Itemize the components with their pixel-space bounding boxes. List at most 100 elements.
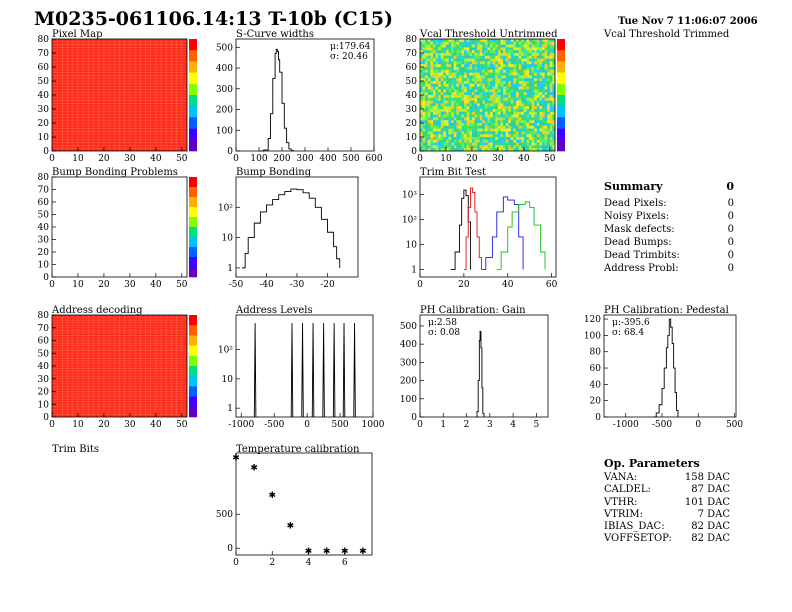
heatmap-cell bbox=[422, 53, 426, 57]
heatmap-cell bbox=[427, 86, 431, 90]
heatmap-cell bbox=[521, 109, 525, 113]
heatmap-cell bbox=[523, 44, 527, 48]
heatmap-cell bbox=[469, 125, 473, 129]
heatmap-cell bbox=[443, 72, 447, 76]
heatmap-cell bbox=[427, 78, 431, 82]
heatmap-cell bbox=[458, 72, 462, 76]
heatmap-cell bbox=[484, 97, 488, 101]
heatmap-cell bbox=[526, 148, 530, 152]
heatmap-cell bbox=[529, 95, 532, 99]
heatmap-cell bbox=[425, 137, 429, 141]
heatmap-cell bbox=[422, 95, 426, 99]
heatmap-cell bbox=[495, 111, 499, 115]
heatmap-cell bbox=[461, 111, 465, 115]
heatmap-cell bbox=[534, 106, 538, 110]
heatmap-cell bbox=[422, 134, 426, 138]
heatmap-cell bbox=[443, 100, 447, 104]
heatmap-cell bbox=[482, 100, 486, 104]
y-tick-label: 30 bbox=[38, 105, 50, 115]
heatmap-cell bbox=[539, 145, 543, 149]
heatmap-cell bbox=[513, 106, 517, 110]
heatmap-cell bbox=[443, 111, 447, 115]
heatmap-cell bbox=[427, 67, 431, 71]
heatmap-cell bbox=[453, 47, 457, 51]
heatmap-cell bbox=[445, 55, 449, 59]
heatmap-cell bbox=[435, 120, 439, 124]
heatmap-cell bbox=[443, 97, 447, 101]
heatmap-cell bbox=[521, 69, 525, 73]
heatmap-cell bbox=[458, 139, 462, 143]
heatmap-cell bbox=[448, 109, 452, 113]
heatmap-cell bbox=[464, 106, 468, 110]
heatmap-cell bbox=[503, 58, 506, 62]
heatmap-cell bbox=[477, 55, 481, 59]
heatmap-cell bbox=[425, 69, 429, 73]
heatmap-cell bbox=[542, 128, 545, 132]
heatmap-cell bbox=[487, 41, 491, 45]
heatmap-cell bbox=[495, 117, 499, 121]
heatmap-cell bbox=[448, 39, 452, 43]
heatmap-cell bbox=[427, 72, 431, 76]
heatmap-cell bbox=[438, 139, 442, 143]
heatmap-cell bbox=[552, 123, 556, 127]
heatmap-cell bbox=[430, 78, 434, 82]
heatmap-cell bbox=[539, 123, 543, 127]
param-label: VTRIM: bbox=[604, 508, 643, 520]
heatmap-cell bbox=[430, 67, 434, 71]
heatmap-cell bbox=[479, 61, 483, 65]
heatmap-cell bbox=[461, 92, 465, 96]
heatmap-cell bbox=[440, 47, 444, 51]
x-tick-label: 500 bbox=[342, 154, 359, 164]
heatmap-cell bbox=[440, 64, 444, 68]
heatmap-cell bbox=[526, 39, 530, 43]
heatmap-cell bbox=[513, 137, 517, 141]
heatmap-cell bbox=[461, 100, 465, 104]
heatmap-cell bbox=[500, 117, 504, 121]
stats-label: μ:2.58 bbox=[428, 318, 457, 328]
param-label: CALDEL: bbox=[604, 484, 651, 496]
heatmap-cell bbox=[432, 97, 436, 101]
heatmap-cell bbox=[508, 142, 512, 146]
heatmap-cell bbox=[500, 123, 504, 127]
heatmap-cell bbox=[445, 58, 449, 62]
heatmap-cell bbox=[500, 131, 504, 135]
heatmap-cell bbox=[492, 89, 496, 93]
heatmap-cell bbox=[510, 134, 514, 138]
heatmap-cell bbox=[453, 58, 457, 62]
heatmap-cell bbox=[445, 47, 449, 51]
heatmap-cell bbox=[427, 111, 431, 115]
heatmap-cell bbox=[445, 75, 449, 79]
y-tick-label: 0 bbox=[43, 147, 49, 157]
heatmap-cell bbox=[490, 78, 493, 82]
heatmap-cell bbox=[552, 142, 556, 146]
heatmap-cell bbox=[526, 117, 530, 121]
heatmap-cell bbox=[466, 64, 470, 68]
heatmap-cell bbox=[539, 95, 543, 99]
heatmap-cell bbox=[453, 137, 457, 141]
heatmap-cell bbox=[448, 95, 452, 99]
heatmap-cell bbox=[526, 78, 530, 82]
histogram-line bbox=[259, 48, 294, 152]
heatmap-cell bbox=[432, 50, 436, 54]
heatmap-cell bbox=[542, 134, 545, 138]
heatmap-cell bbox=[464, 86, 468, 90]
heatmap-cell bbox=[523, 89, 527, 93]
heatmap-cell bbox=[425, 41, 429, 45]
heatmap-cell bbox=[503, 92, 506, 96]
heatmap-cell bbox=[456, 128, 460, 132]
heatmap-cell bbox=[474, 89, 478, 93]
heatmap-cell bbox=[482, 64, 486, 68]
heatmap-cell bbox=[508, 47, 512, 51]
heatmap-cell bbox=[492, 92, 496, 96]
heatmap-cell bbox=[536, 106, 540, 110]
heatmap-cell bbox=[516, 125, 519, 129]
heatmap-cell bbox=[453, 92, 457, 96]
heatmap-cell bbox=[523, 64, 527, 68]
y-tick-label: 10 bbox=[38, 400, 50, 410]
heatmap-cell bbox=[427, 114, 431, 118]
y-tick-label: 70 bbox=[38, 324, 50, 334]
stats-label: μ:179.64 bbox=[330, 42, 371, 52]
heatmap-cell bbox=[471, 58, 475, 62]
heatmap-cell bbox=[492, 47, 496, 51]
color-scale-step bbox=[189, 187, 197, 198]
